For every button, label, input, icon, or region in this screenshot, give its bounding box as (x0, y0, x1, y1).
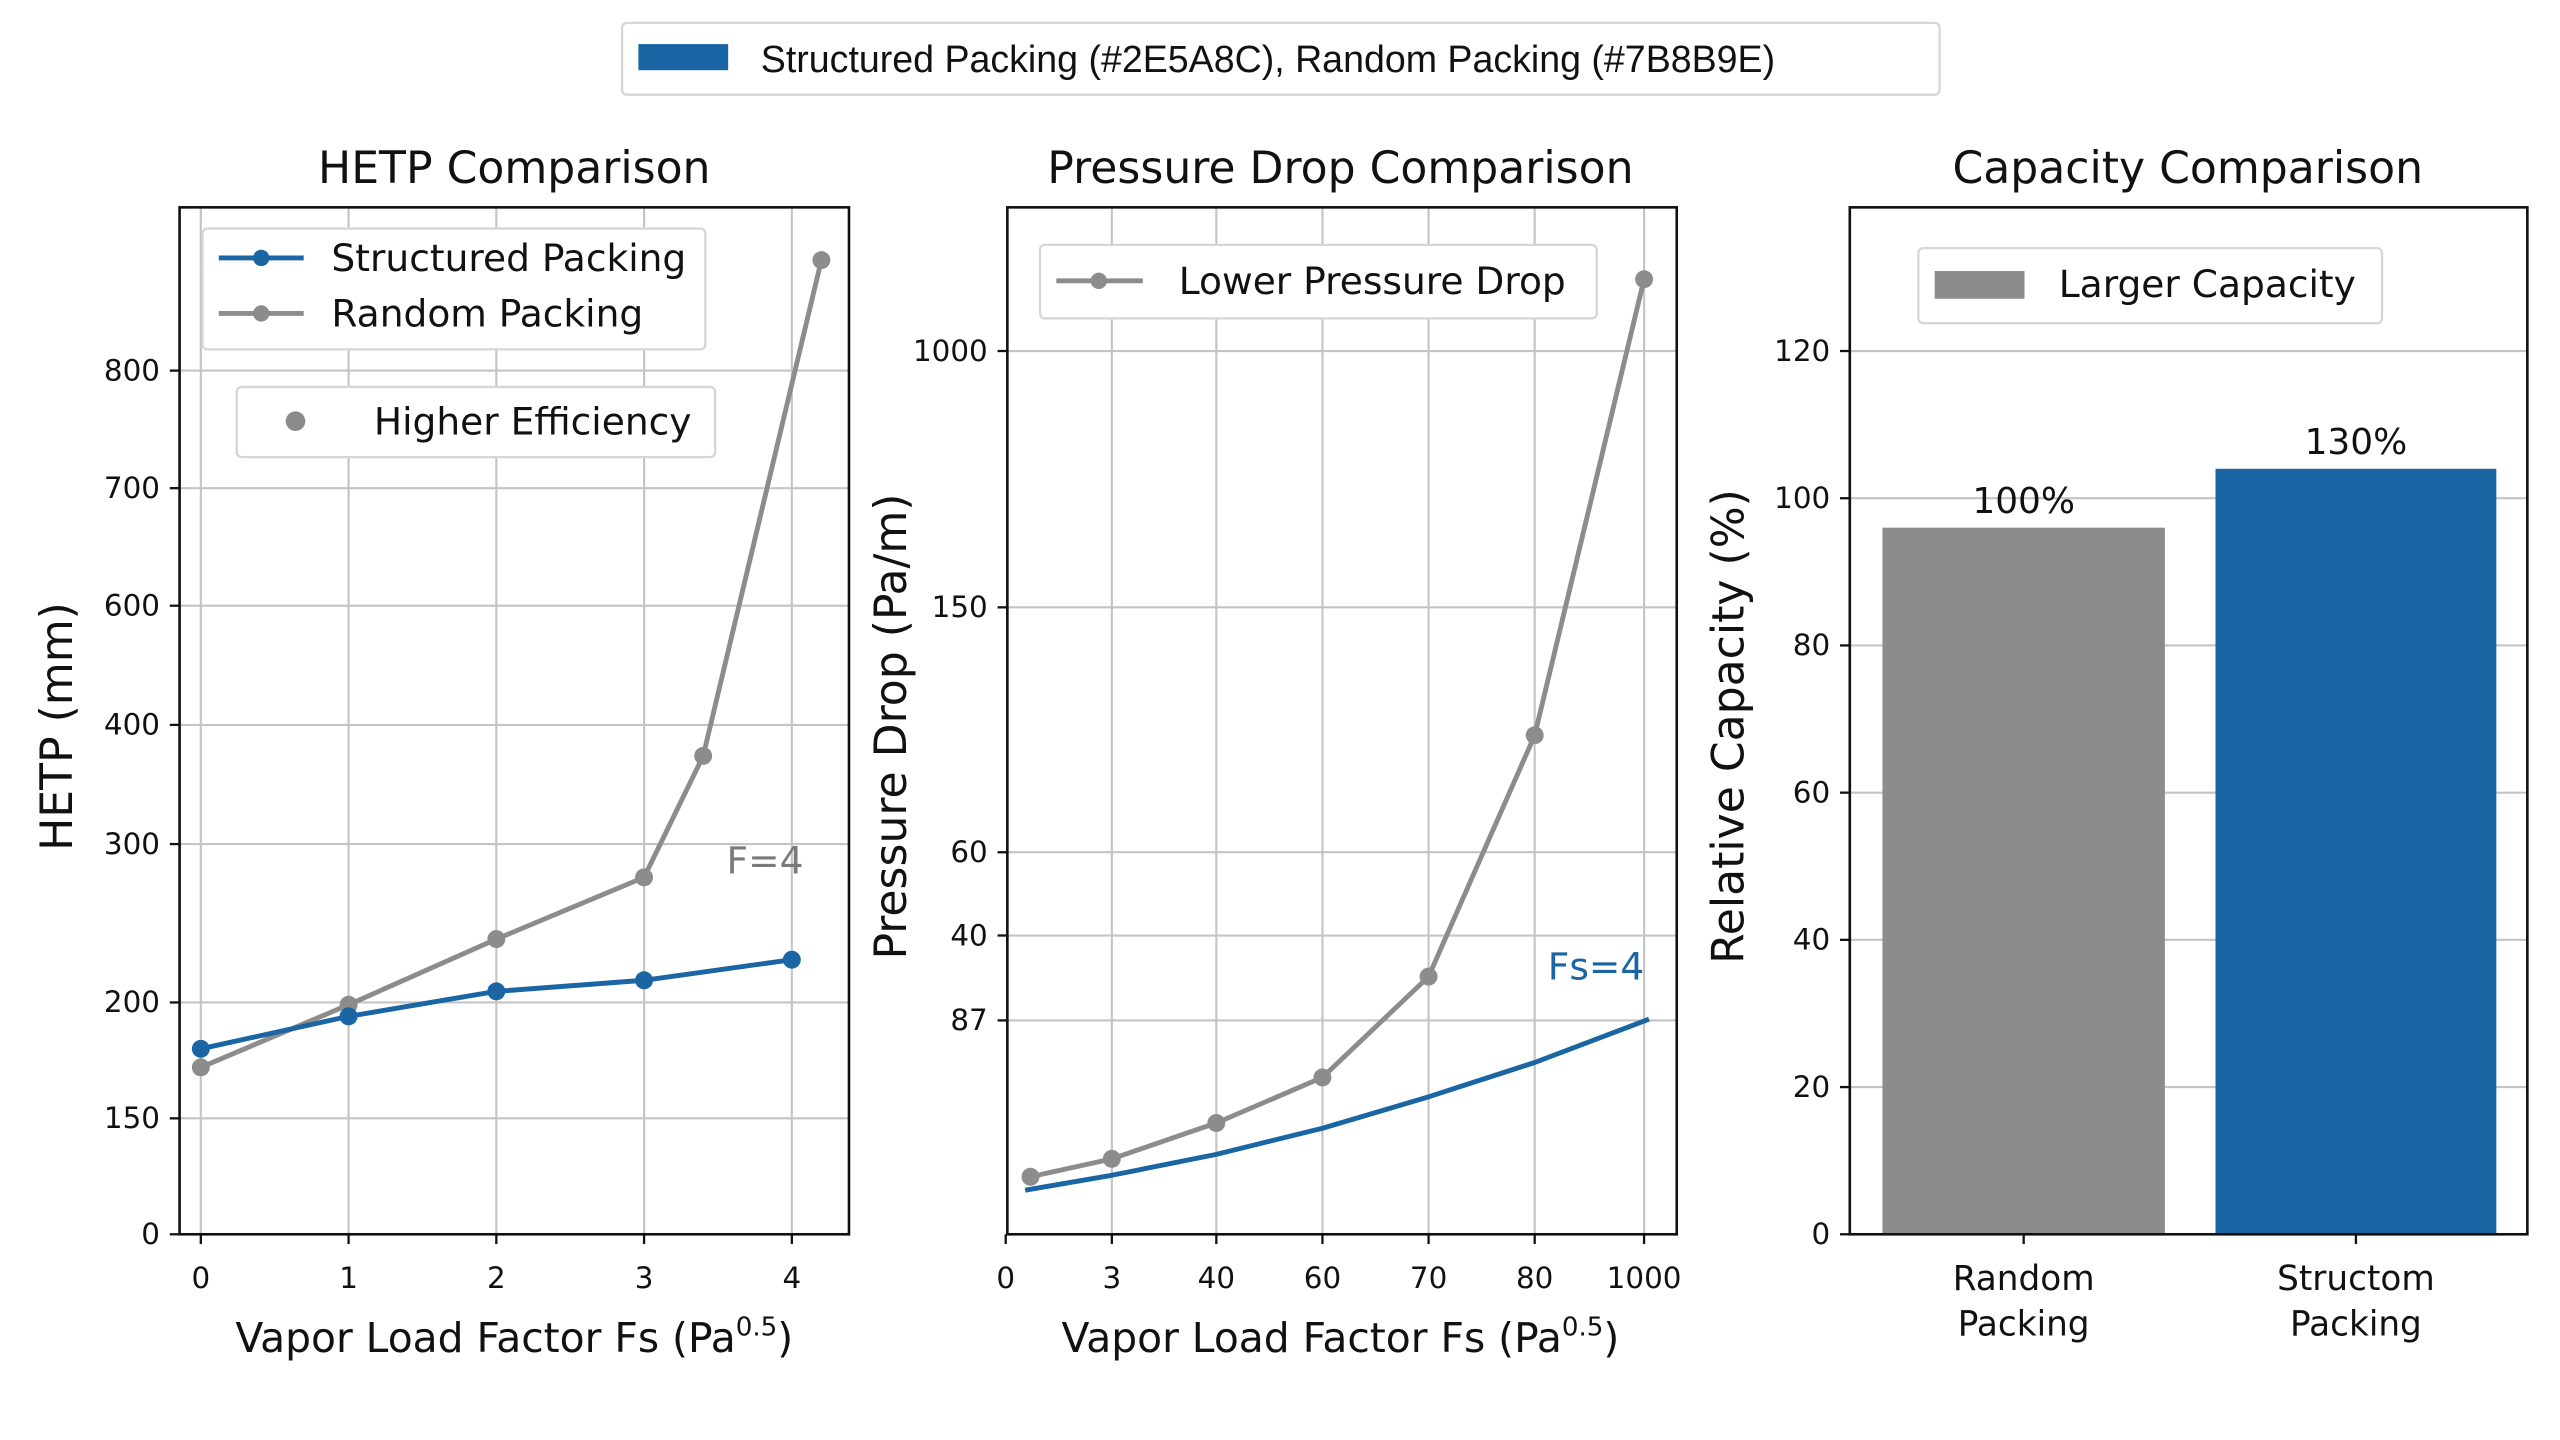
capacity-ytick-label: 80 (1793, 628, 1830, 662)
hetp-legend: Structured Packing Random Packing (201, 227, 707, 351)
capacity-category-label: Packing (2290, 1305, 2422, 1345)
legend-label-structured: Structured Packing (331, 236, 686, 280)
capacity-ylabel: Relative Capacity (%) (1704, 489, 1755, 964)
capacity-legend-box (1917, 247, 2384, 325)
capacity-ytick-label: 60 (1793, 775, 1830, 809)
hetp-ytick-label: 0 (141, 1217, 160, 1251)
hetp-point-random (635, 868, 654, 887)
top-legend-label: Structured Packing (#2E5A8C), Random Pac… (761, 38, 1775, 80)
top-legend-swatch (638, 44, 729, 71)
capacity-ytick-label: 100 (1774, 481, 1830, 515)
legend-marker-pressure (1090, 272, 1107, 289)
hetp-xtick-label: 4 (782, 1261, 801, 1295)
hetp-point-structured (339, 1007, 358, 1026)
capacity-ytick-label: 40 (1793, 923, 1830, 957)
hetp-ytick-label: 400 (104, 708, 160, 742)
capacity-bar-label: 100% (1972, 481, 2075, 522)
capacity-category-label: Structom (2277, 1259, 2435, 1299)
hetp-annotation: F=4 (727, 838, 804, 882)
hetp-line-random (199, 259, 824, 1070)
hetp-ytick-label: 800 (104, 353, 160, 387)
hetp-point-structured (782, 950, 801, 969)
capacity-bar (1882, 527, 2165, 1235)
hetp-xtick-label: 0 (191, 1261, 210, 1295)
hetp-ylabel: HETP (mm) (32, 602, 83, 851)
hetp-point-random (191, 1058, 210, 1077)
pressure-xtick-label: 80 (1516, 1261, 1553, 1295)
pressure-annotation: Fs=4 (1548, 945, 1645, 989)
legend-label-capacity: Larger Capacity (2059, 262, 2356, 306)
hetp-point-random (487, 930, 506, 949)
pressure-xlabel: Vapor Load Factor Fs (Pa0.5) (1061, 1313, 1619, 1362)
pressure-point-random (1419, 967, 1438, 986)
pressure-xtick-label: 3 (1102, 1261, 1121, 1295)
hetp-ytick-label: 200 (104, 985, 160, 1019)
hetp-legend-box (201, 227, 707, 351)
hetp-title: HETP Comparison (318, 143, 710, 194)
hetp-plot-frame (178, 206, 851, 1236)
capacity-ytick-label: 0 (1812, 1217, 1831, 1251)
hetp-ytick-label: 150 (104, 1101, 160, 1135)
pressure-point-random (1635, 270, 1654, 289)
pressure-ytick-label: 60 (950, 835, 987, 869)
hetp-point-random (694, 746, 713, 765)
pressure-line-random (1029, 278, 1647, 1180)
pressure-xtick-label: 40 (1198, 1261, 1235, 1295)
pressure-ytick-label: 40 (950, 918, 987, 952)
hetp-xtick-label: 2 (487, 1261, 506, 1295)
pressure-ytick-label: 1000 (913, 334, 988, 368)
top-legend-box (620, 21, 1941, 96)
hetp-ytick-label: 300 (104, 827, 160, 861)
pressure-xtick-label: 1000 (1607, 1261, 1682, 1295)
capacity-ytick-label: 20 (1793, 1070, 1830, 1104)
legend-label-pressure: Lower Pressure Drop (1179, 259, 1566, 303)
hetp-point-random (812, 251, 831, 270)
pressure-point-random (1102, 1149, 1121, 1168)
pressure-ytick-label: 150 (932, 590, 988, 624)
hetp-point-structured (191, 1039, 210, 1058)
legend-label-efficiency: Higher Efficiency (374, 399, 692, 443)
hetp-xtick-label: 1 (339, 1261, 358, 1295)
hetp-legend-efficiency: Higher Efficiency (235, 385, 717, 459)
hetp-point-structured (635, 971, 654, 990)
capacity-bar-label: 130% (2305, 422, 2408, 463)
capacity-plot-frame (1848, 206, 2529, 1236)
pressure-legend: Lower Pressure Drop (1038, 243, 1598, 320)
pressure-point-random (1525, 726, 1544, 745)
pressure-title: Pressure Drop Comparison (1047, 143, 1633, 194)
capacity-category-label: Random (1953, 1259, 2095, 1299)
hetp-point-structured (487, 982, 506, 1001)
hetp-xtick-label: 3 (635, 1261, 654, 1295)
pressure-xtick-label: 60 (1304, 1261, 1341, 1295)
legend-marker-efficiency (285, 411, 306, 432)
legend-marker-random (253, 305, 270, 322)
pressure-xtick-label: 0 (996, 1261, 1015, 1295)
pressure-legend-box (1038, 243, 1598, 320)
capacity-title: Capacity Comparison (1952, 143, 2423, 194)
efficiency-legend-box (235, 385, 717, 459)
capacity-category-label: Packing (1958, 1305, 2090, 1345)
pressure-point-random (1021, 1167, 1040, 1186)
top-legend: Structured Packing (#2E5A8C), Random Pac… (620, 21, 1941, 96)
pressure-line-structured (1024, 1016, 1650, 1193)
pressure-plot-frame (1006, 206, 1679, 1236)
hetp-ytick-label: 700 (104, 471, 160, 505)
legend-label-random: Random Packing (331, 292, 643, 336)
capacity-legend: Larger Capacity (1917, 247, 2384, 325)
pressure-ylabel: Pressure Drop (Pa/m) (866, 493, 917, 959)
pressure-point-random (1313, 1068, 1332, 1087)
legend-marker-structured (253, 249, 270, 267)
legend-swatch-capacity (1934, 271, 2025, 299)
capacity-bar (2215, 468, 2497, 1235)
hetp-xlabel: Vapor Load Factor Fs (Pa0.5) (235, 1313, 793, 1362)
capacity-ytick-label: 120 (1774, 334, 1830, 368)
pressure-point-random (1207, 1114, 1226, 1132)
hetp-ytick-label: 600 (104, 589, 160, 623)
pressure-xtick-label: 70 (1410, 1261, 1447, 1295)
pressure-ytick-label: 87 (950, 1003, 987, 1037)
